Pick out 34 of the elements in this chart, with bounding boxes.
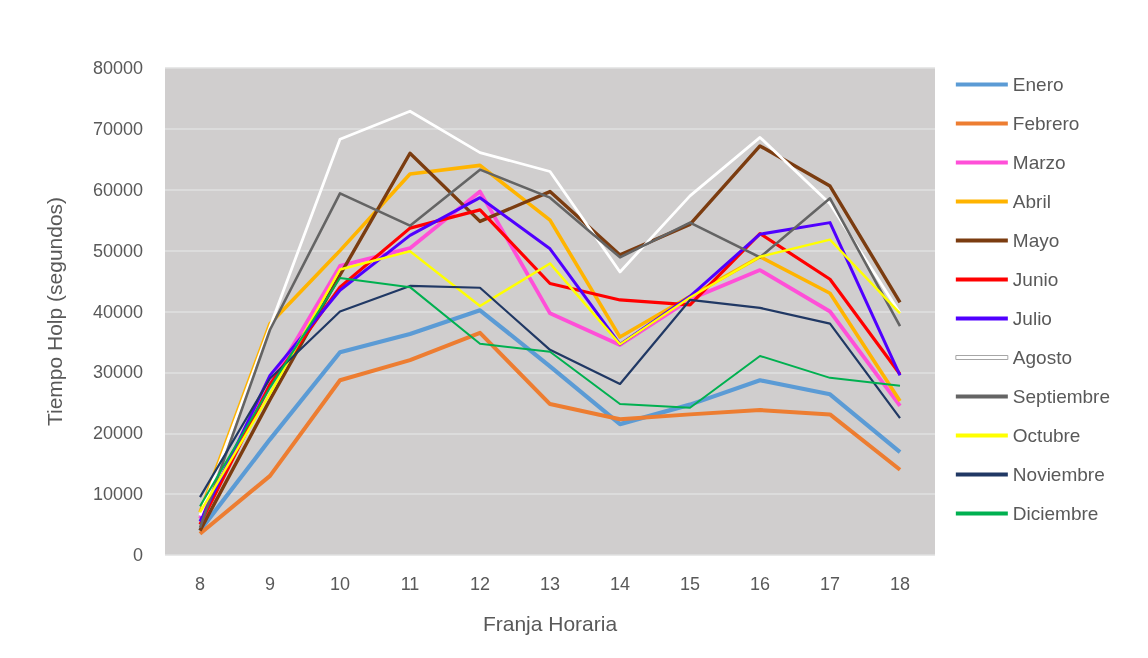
legend-label: Febrero [1012,113,1080,134]
y-axis-title: Tiempo Holp (segundos) [43,196,66,427]
x-tick-label: 9 [264,574,276,594]
x-tick-label: 11 [400,574,420,594]
y-tick-label: 70000 [92,118,143,139]
x-tick-label: 17 [819,574,841,594]
legend-label: Abril [1012,191,1051,212]
legend-label: Mayo [1012,230,1060,251]
y-tick-label: 30000 [92,362,143,383]
legend-label: Septiembre [1012,386,1111,407]
x-tick-label: 10 [329,574,351,594]
legend-label: Enero [1012,74,1064,95]
y-tick-label: 40000 [92,301,143,322]
x-tick-label: 13 [539,574,561,594]
x-tick-label: 18 [889,574,911,594]
legend-label: Diciembre [1012,503,1099,524]
legend-label: Noviembre [1012,464,1105,485]
y-tick-label: 0 [132,545,143,565]
y-tick-label: 20000 [92,423,143,444]
x-tick-label: 16 [749,574,771,594]
x-tick-label: 12 [469,574,491,594]
legend-label: Marzo [1012,152,1066,173]
y-tick-label: 10000 [92,484,143,505]
x-tick-label: 15 [679,574,701,594]
y-tick-label: 80000 [92,58,143,78]
legend-label: Agosto [1012,347,1072,368]
legend-label: Julio [1012,308,1052,329]
x-tick-label: 14 [609,574,631,594]
x-tick-label: 8 [194,574,206,594]
y-tick-label: 60000 [92,179,143,200]
legend-label: Octubre [1012,425,1081,446]
y-tick-label: 50000 [92,240,143,261]
x-axis-title: Franja Horaria [482,612,618,635]
legend-label: Junio [1012,269,1059,290]
